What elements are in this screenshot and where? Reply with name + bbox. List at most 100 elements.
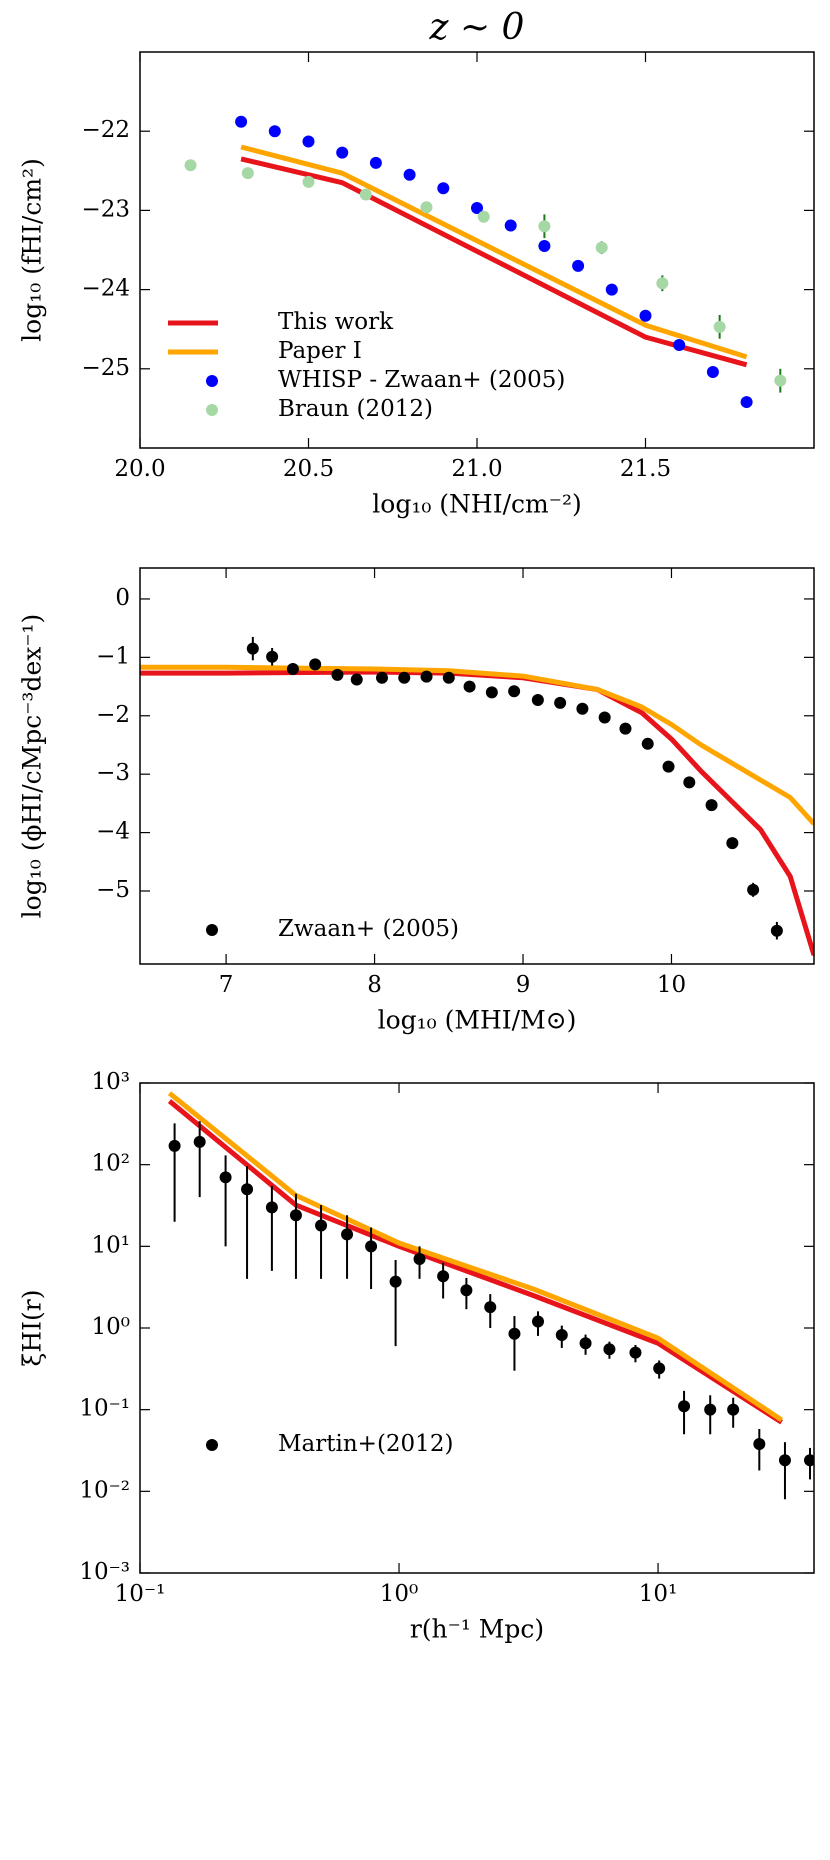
point: [437, 1270, 450, 1283]
point: [485, 686, 498, 699]
x-tick-label: 8: [367, 972, 382, 998]
plot-area: [184, 115, 787, 409]
point: [704, 1403, 717, 1416]
point: [315, 1219, 328, 1232]
point: [442, 671, 455, 684]
y-tick-label: 10²: [92, 1151, 131, 1177]
y-axis-label: log₁₀ (fHI/cm²): [18, 158, 47, 342]
legend-swatch: [206, 404, 218, 416]
point: [531, 694, 544, 706]
x-tick-label: 10⁻¹: [115, 1581, 166, 1607]
y-tick-label: −5: [96, 877, 130, 903]
point: [350, 673, 363, 686]
line: [167, 1099, 783, 1425]
point: [460, 1284, 473, 1297]
y-tick-label: −4: [96, 819, 130, 845]
point: [726, 837, 739, 850]
y-tick-label: −25: [81, 355, 130, 381]
point: [265, 1201, 278, 1214]
point: [266, 650, 279, 663]
point: [235, 115, 248, 128]
x-tick-label: 20.5: [283, 456, 334, 482]
y-tick-label: 0: [115, 585, 130, 611]
y-tick-label: −24: [81, 276, 130, 302]
y-axis-label: log₁₀ (ϕHI/cMpc⁻³dex⁻¹): [18, 614, 47, 919]
legend-swatch: [206, 924, 218, 936]
point: [289, 1209, 302, 1222]
point: [504, 219, 517, 232]
point: [747, 883, 760, 896]
y-tick-label: 10⁻¹: [79, 1396, 130, 1422]
point: [538, 240, 551, 253]
point: [641, 737, 654, 750]
point: [359, 188, 372, 201]
x-tick-label: 9: [516, 972, 531, 998]
point: [740, 396, 753, 409]
x-tick-label: 10¹: [639, 1581, 678, 1607]
line: [167, 1091, 783, 1422]
point: [302, 135, 315, 148]
point: [302, 175, 315, 188]
point: [579, 1337, 592, 1350]
axes-frame: [139, 51, 815, 449]
point: [286, 663, 299, 676]
point: [653, 1362, 666, 1375]
point: [727, 1403, 740, 1416]
point: [341, 1228, 354, 1241]
y-tick-label: −3: [96, 760, 130, 786]
point: [753, 1437, 766, 1450]
point: [420, 670, 433, 683]
point: [437, 182, 450, 195]
point: [365, 1240, 378, 1253]
point: [639, 309, 652, 322]
y-tick-label: 10³: [92, 1069, 131, 1095]
y-tick-label: 10⁻³: [79, 1559, 130, 1585]
point: [331, 668, 344, 681]
point: [246, 642, 259, 655]
legend-swatch: [206, 375, 218, 387]
chart-title: z ∼ 0: [429, 7, 525, 48]
point: [678, 1400, 691, 1413]
point: [706, 365, 719, 378]
point: [555, 1329, 568, 1342]
legend-label: Braun (2012): [278, 396, 433, 422]
point: [309, 658, 322, 671]
point: [168, 1139, 181, 1152]
point: [420, 201, 433, 214]
point: [477, 210, 490, 223]
y-tick-label: −1: [96, 643, 130, 669]
x-axis-label: log₁₀ (NHI/cm⁻²): [372, 490, 581, 519]
line: [240, 144, 748, 360]
point: [508, 1327, 521, 1340]
plot-area: [140, 636, 814, 956]
point: [219, 1171, 232, 1184]
point: [336, 146, 349, 159]
point: [662, 760, 675, 773]
point: [369, 156, 382, 169]
legend-label: Zwaan+ (2005): [278, 916, 459, 942]
y-tick-label: −22: [81, 117, 130, 143]
plot-area: [167, 1091, 814, 1500]
line: [140, 669, 814, 956]
line: [140, 664, 814, 826]
point: [770, 924, 783, 937]
point: [713, 320, 726, 333]
point: [413, 1252, 426, 1265]
y-tick-label: 10⁻²: [79, 1477, 130, 1503]
point: [576, 702, 589, 715]
x-tick-label: 10⁰: [380, 1581, 419, 1607]
point: [683, 776, 696, 789]
point: [375, 671, 388, 684]
point: [554, 696, 567, 709]
point: [803, 1454, 814, 1467]
point: [532, 1315, 545, 1328]
axes-frame: [139, 567, 815, 965]
legend-swatch: [206, 1439, 218, 1451]
point: [471, 202, 483, 215]
x-axis-label: r(h⁻¹ Mpc): [410, 1615, 544, 1644]
x-tick-label: 21.0: [451, 456, 502, 482]
point: [619, 722, 632, 735]
y-tick-label: 10⁰: [92, 1314, 131, 1340]
axes-frame: [139, 1082, 815, 1574]
